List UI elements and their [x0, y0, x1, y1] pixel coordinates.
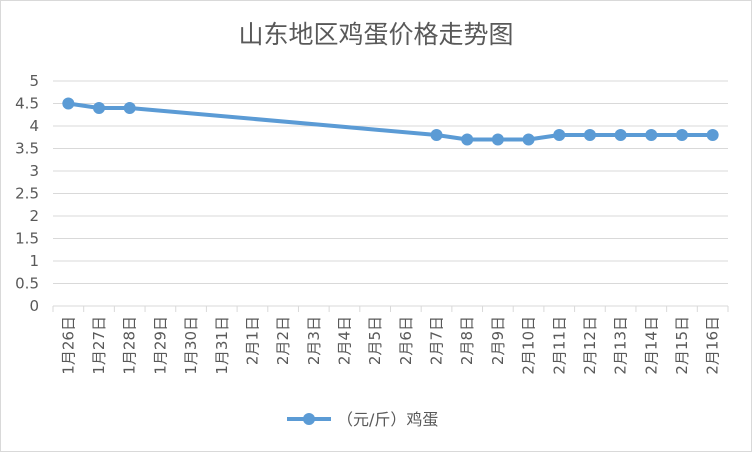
x-tick-label: 2月6日: [397, 316, 415, 365]
y-tick-label: 2: [29, 207, 39, 225]
x-tick-label: 2月5日: [366, 316, 384, 365]
series-layer: [62, 97, 719, 146]
x-tick-label: 2月2日: [274, 316, 292, 365]
chart-title: 山东地区鸡蛋价格走势图: [238, 20, 513, 49]
data-point: [93, 102, 106, 114]
legend-point-marker: [303, 413, 315, 425]
x-tick-label: 2月14日: [642, 316, 660, 375]
y-tick-label: 1: [29, 252, 39, 270]
y-tick-label: 5: [29, 72, 39, 90]
x-tick-label: 2月1日: [243, 316, 261, 365]
y-tick-label: 2.5: [15, 185, 39, 203]
x-tick-label: 1月27日: [90, 316, 108, 375]
y-tick-label: 4: [29, 117, 39, 135]
x-tick-label: 1月29日: [151, 316, 169, 375]
y-tick-label: 3.5: [15, 140, 39, 158]
x-tick-label: 2月13日: [612, 316, 630, 375]
data-point: [675, 129, 688, 141]
x-tick-label: 2月4日: [335, 316, 353, 365]
y-tick-label: 1.5: [15, 230, 39, 248]
x-tick-label: 1月26日: [59, 316, 77, 375]
legend-label: （元/斤）鸡蛋: [337, 410, 438, 429]
data-point: [522, 133, 535, 146]
y-tick-label: 3: [29, 162, 39, 180]
x-tick-label: 2月15日: [673, 316, 691, 375]
x-tick-label: 1月31日: [213, 316, 231, 375]
data-point: [62, 97, 75, 110]
x-tick-label: 2月12日: [581, 316, 599, 375]
x-tick-label: 1月28日: [121, 316, 139, 375]
data-point: [706, 129, 719, 141]
data-point: [491, 133, 504, 146]
data-point: [614, 129, 627, 141]
y-tick-label: 0.5: [15, 275, 39, 293]
data-point: [553, 129, 566, 141]
x-tick-label: 2月11日: [550, 316, 568, 375]
data-point: [461, 133, 474, 146]
x-tick-label: 2月3日: [305, 316, 323, 365]
data-point: [645, 129, 658, 141]
x-tick-label: 2月16日: [704, 316, 722, 375]
x-tick-label: 2月9日: [489, 316, 507, 365]
x-tick-label: 2月10日: [520, 316, 538, 375]
data-point: [430, 129, 443, 141]
data-point: [123, 102, 136, 114]
data-point: [583, 129, 596, 141]
legend: （元/斤）鸡蛋: [287, 410, 438, 429]
gridlines: [53, 80, 728, 284]
x-tick-label: 2月8日: [458, 316, 476, 365]
x-tick-label: 2月7日: [428, 316, 446, 365]
axes: 0 0.5 1 1.5 2 2.5 3 3.5 4 4.5 5 1月26日 1月27日 1月28日 1月29…: [15, 72, 729, 375]
y-tick-label: 0: [29, 297, 39, 315]
y-tick-label: 4.5: [15, 95, 39, 113]
x-tick-label: 1月30日: [182, 316, 200, 375]
